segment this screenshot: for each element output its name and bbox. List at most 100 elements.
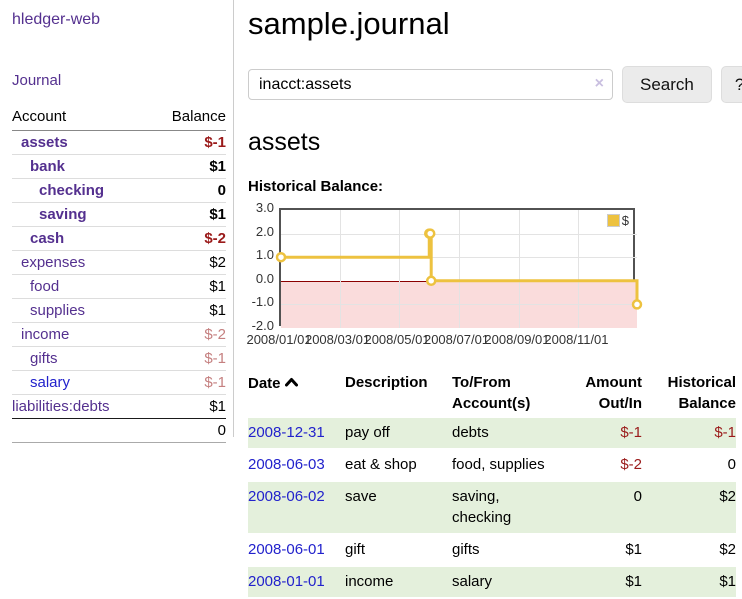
chart-data-point-marker: [275, 251, 287, 263]
chart-x-tick-label: 2008/11/01: [544, 332, 609, 347]
search-input[interactable]: [248, 69, 613, 100]
account-balance: $1: [209, 302, 226, 319]
transaction-description: pay off: [345, 418, 452, 448]
account-link-cash[interactable]: cash: [30, 230, 65, 247]
account-link-liabilities-debts[interactable]: liabilities:debts: [12, 398, 110, 415]
account-balance: $-1: [204, 350, 226, 367]
accounts-table: Account Balance assets $-1 bank $1 check…: [12, 105, 226, 443]
transaction-description: save: [345, 481, 452, 533]
account-link-expenses[interactable]: expenses: [21, 254, 86, 271]
transaction-amount: $-1: [582, 418, 642, 448]
account-row-income: income $-2: [12, 323, 226, 347]
transaction-date-link[interactable]: 2008-06-01: [248, 541, 325, 558]
account-link-checking[interactable]: checking: [39, 182, 105, 199]
transaction-balance: $2: [719, 541, 736, 558]
account-page-title: assets: [248, 128, 321, 156]
account-balance: $1: [209, 278, 226, 295]
search-input-wrap: ×: [248, 69, 613, 100]
transaction-description: eat & shop: [345, 455, 417, 473]
accounts-total-row: 0: [12, 419, 226, 443]
accounts-header-balance: Balance: [171, 108, 226, 125]
register-header-amount: Amount Out/In: [585, 374, 642, 412]
account-link-salary[interactable]: salary: [30, 374, 71, 391]
account-link-income[interactable]: income: [21, 326, 70, 343]
chart-x-tick-label: 2008/09/01: [484, 332, 550, 347]
accounts-header-account: Account: [12, 108, 67, 125]
account-link-gifts[interactable]: gifts: [30, 350, 58, 367]
legend-label: $: [621, 213, 629, 228]
account-balance: $-1: [204, 134, 226, 151]
account-link-saving[interactable]: saving: [39, 206, 87, 223]
page-title: sample.journal: [248, 6, 450, 41]
search-button[interactable]: Search: [622, 66, 712, 103]
register-row: 2008-12-31 pay off debts $-1 $-1: [248, 418, 736, 448]
main-content: sample.journal × Search ? assets Histori…: [246, 0, 742, 599]
chart-title: Historical Balance:: [248, 178, 384, 195]
transaction-date-link[interactable]: 2008-12-31: [248, 424, 325, 441]
transaction-amount: 0: [582, 481, 642, 533]
register-header-balance: Historical Balance: [667, 374, 736, 412]
chart-series-line: [281, 232, 639, 305]
account-row-gifts: gifts $-1: [12, 347, 226, 371]
account-link-assets[interactable]: assets: [21, 134, 68, 151]
account-balance: $1: [209, 158, 226, 175]
chart-plot: $: [275, 208, 643, 328]
search-bar: × Search ?: [248, 66, 742, 103]
account-row-supplies: supplies $1: [12, 299, 226, 323]
clear-search-icon[interactable]: ×: [594, 75, 604, 92]
chart-y-tick-label: -1.0: [251, 294, 274, 310]
transaction-balance: $-1: [642, 418, 736, 448]
transaction-date-link[interactable]: 2008-06-03: [248, 455, 325, 473]
nav-journal-link[interactable]: Journal: [12, 72, 62, 89]
chart-x-tick-label: 2008/07/01: [423, 332, 490, 347]
help-button[interactable]: ?: [720, 66, 742, 103]
historical-balance-chart: 3.0 2.0 1.0 0.0 -1.0 -2.0 $ 2008/01/01 2008/03…: [246, 200, 668, 354]
account-row-checking: checking 0: [12, 179, 226, 203]
transaction-balance: $2: [642, 481, 736, 533]
register-row: 2008-06-03 eat & shop food, supplies $-2…: [248, 450, 736, 480]
account-link-bank[interactable]: bank: [30, 158, 66, 175]
legend-swatch: [606, 214, 620, 227]
register-header-date[interactable]: Date: [248, 370, 345, 416]
chart-x-axis: 2008/01/01 2008/03/01 2008/05/01 2008/07/01…: [246, 332, 639, 350]
register-row: 2008-06-01 gift gifts $1 $2: [248, 535, 736, 565]
transaction-accounts: food, supplies: [452, 455, 545, 473]
account-balance: $-1: [204, 374, 226, 391]
brand-link[interactable]: hledger-web: [12, 11, 101, 28]
accounts-total-value: 0: [217, 422, 226, 439]
chart-y-tick-label: 2.0: [255, 223, 274, 239]
chart-x-tick-label: 2008/05/01: [364, 332, 430, 347]
transaction-date-link[interactable]: 2008-01-01: [248, 572, 325, 590]
transaction-amount: $1: [625, 541, 642, 558]
chart-vgridline: [399, 210, 401, 328]
account-link-food[interactable]: food: [30, 278, 60, 295]
account-row-saving: saving $1: [12, 203, 226, 227]
chart-data-point-marker: [424, 228, 436, 239]
transaction-accounts: gifts: [452, 541, 480, 558]
sort-ascending-icon: [284, 372, 298, 393]
transaction-amount: $-2: [620, 455, 642, 473]
account-row-assets: assets $-1: [12, 131, 226, 155]
chart-y-axis: 3.0 2.0 1.0 0.0 -1.0 -2.0: [248, 200, 274, 333]
account-balance: $-2: [204, 326, 226, 343]
register-header-accounts: To/From Account(s): [452, 374, 531, 412]
chart-y-tick-label: 0.0: [255, 270, 274, 286]
transaction-description: gift: [345, 541, 366, 558]
chart-data-point-marker: [425, 275, 437, 287]
chart-y-tick-label: 3.0: [255, 200, 274, 215]
account-link-supplies[interactable]: supplies: [30, 302, 86, 319]
chart-data-point-marker: [631, 299, 643, 310]
sidebar: hledger-web Journal Account Balance asse…: [0, 0, 233, 582]
account-row-bank: bank $1: [12, 155, 226, 179]
register-table: Date Description To/From Account(s) Amou…: [248, 368, 736, 599]
account-balance: $1: [209, 206, 226, 223]
register-header-date-label: Date: [248, 375, 281, 392]
account-balance: $2: [209, 254, 226, 271]
chart-y-tick-label: 1.0: [255, 247, 274, 263]
register-header-row: Date Description To/From Account(s) Amou…: [248, 370, 736, 416]
account-row-food: food $1: [12, 275, 226, 299]
account-row-salary: salary $-1: [12, 371, 226, 395]
chart-x-tick-label: 2008/03/01: [304, 332, 371, 347]
transaction-date-link[interactable]: 2008-06-02: [248, 487, 325, 505]
chart-vgridline: [339, 210, 341, 328]
